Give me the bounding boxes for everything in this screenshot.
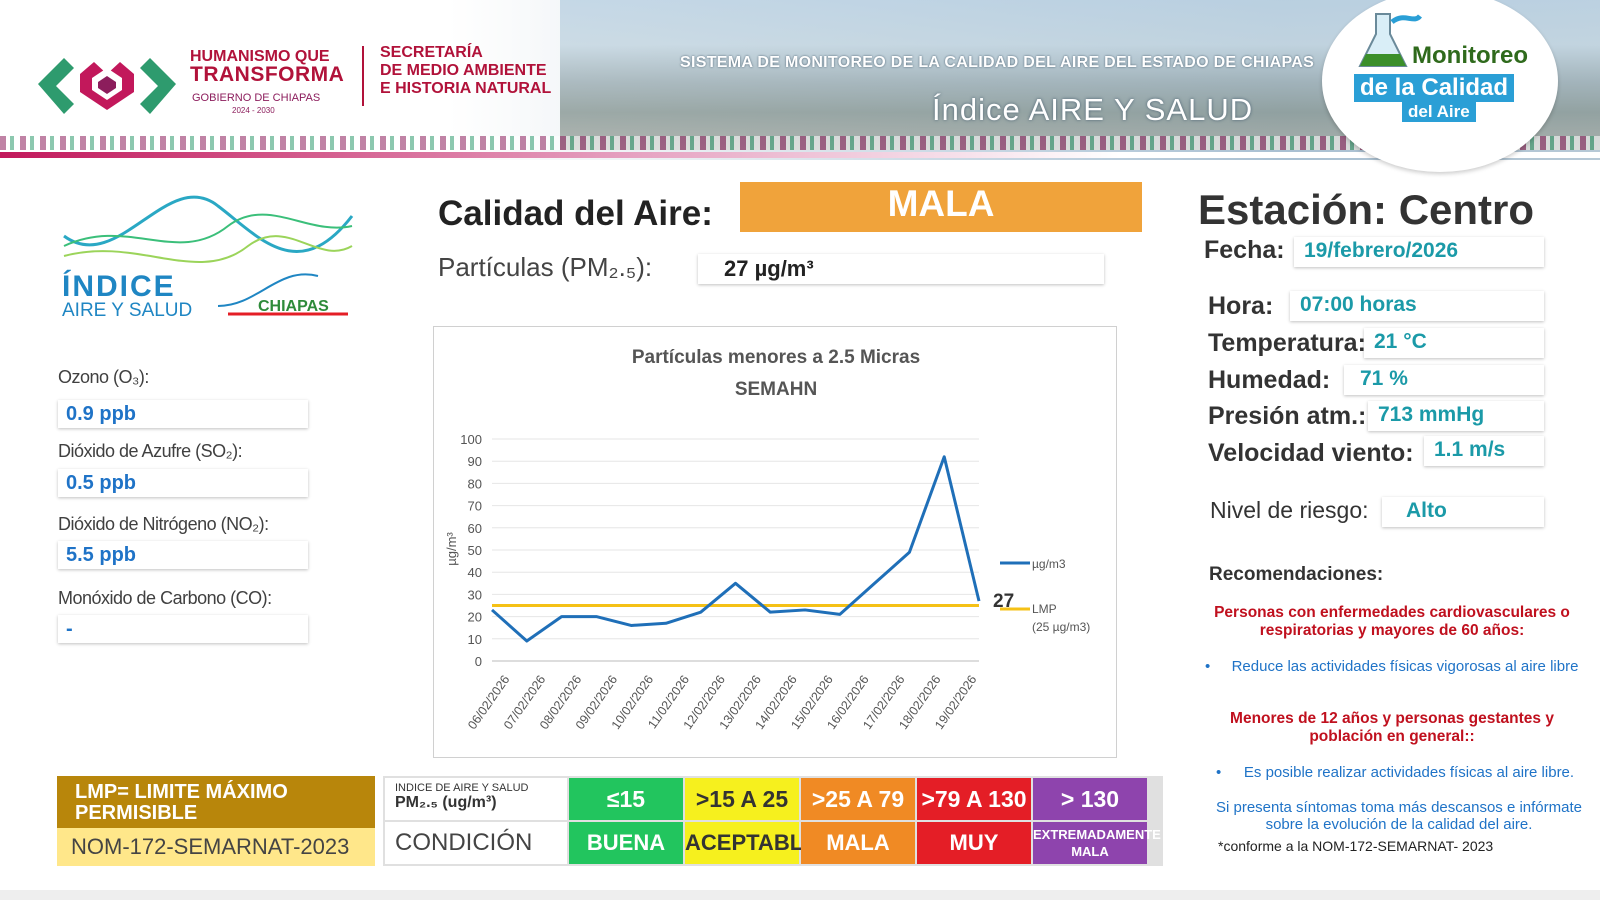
monitoring-badge: Monitoreo de la Calidad del Aire — [1322, 0, 1558, 172]
y-tick-label: 60 — [468, 521, 482, 536]
pm25-line-chart: Partículas menores a 2.5 Micras SEMAHN µ… — [444, 347, 1090, 732]
gov-years: 2024 - 2030 — [232, 106, 275, 115]
chart-title: Partículas menores a 2.5 Micras — [632, 347, 920, 368]
ozone-label: Ozono (O₃): — [58, 367, 149, 387]
footer-strip — [0, 890, 1600, 900]
wind-value: 1.1 m/s — [1424, 436, 1544, 466]
scale-header: INDICE DE AIRE Y SALUD PM₂.₅ (ug/m³) — [385, 778, 567, 820]
chart-ylabel: µg/m³ — [444, 532, 459, 566]
date-value: 19/febrero/2026 — [1294, 237, 1544, 267]
recommendation-1: Reduce las actividades físicas vigorosas… — [1231, 658, 1579, 675]
decorative-line — [0, 152, 1600, 158]
risk-value: Alto — [1382, 497, 1544, 527]
scale-header-1: INDICE DE AIRE Y SALUD — [395, 782, 529, 794]
recommendation-group-2: Menores de 12 años y personas gestantes … — [1230, 710, 1554, 745]
time-value: 07:00 horas — [1290, 291, 1544, 321]
pressure-label: Presión atm.: — [1208, 402, 1367, 430]
pressure-value: 713 mmHg — [1368, 401, 1544, 431]
y-tick-label: 50 — [468, 543, 482, 558]
secretaria-line2: DE MEDIO AMBIENTE — [380, 62, 547, 79]
humidity-label: Humedad: — [1208, 366, 1331, 394]
scale-condition-2: ACEPTABLE — [685, 822, 818, 864]
aqi-scale-table: INDICE DE AIRE Y SALUD PM₂.₅ (ug/m³) CON… — [383, 776, 1163, 897]
badge-line1: Monitoreo — [1412, 42, 1528, 69]
gov-slogan-line2: TRANSFORMA — [190, 63, 345, 86]
pm25-chart-frame: Partículas menores a 2.5 Micras SEMAHN µ… — [433, 326, 1117, 758]
y-tick-label: 40 — [468, 565, 482, 580]
scale-condition-1: BUENA — [569, 822, 683, 864]
y-tick-label: 30 — [468, 587, 482, 602]
so2-value: 0.5 ppb — [58, 469, 308, 497]
y-tick-label: 80 — [468, 476, 482, 491]
air-quality-label: Calidad del Aire: — [438, 194, 713, 233]
y-tick-label: 0 — [475, 654, 482, 669]
no2-label: Dióxido de Nitrógeno (NO₂): — [58, 514, 269, 534]
norm-note: *conforme a la NOM-172-SEMARNAT- 2023 — [1218, 838, 1494, 854]
index-title: Índice AIRE Y SALUD — [932, 92, 1254, 127]
wind-label: Velocidad viento: — [1208, 439, 1414, 467]
government-logo-icon — [38, 58, 176, 114]
index-logo-subtitle: AIRE Y SALUD — [62, 300, 193, 321]
secretaria-line1: SECRETARÍA — [380, 44, 483, 61]
recommendation-2b: Si presenta síntomas toma más descansos … — [1215, 799, 1582, 833]
gov-slogan-line1: HUMANISMO QUE — [190, 48, 330, 65]
index-logo-region: CHIAPAS — [258, 298, 329, 315]
pm25-value: 27 µg/m³ — [698, 254, 1104, 284]
secretaria-line3: E HISTORIA NATURAL — [380, 80, 552, 97]
co-label: Monóxido de Carbono (CO): — [58, 588, 272, 608]
flask-icon — [1358, 13, 1422, 67]
scale-condition-5: EXTREMADAMENTE MALA — [1033, 822, 1161, 864]
chart-subtitle: SEMAHN — [735, 379, 817, 400]
scale-header-2: PM₂.₅ (ug/m³) — [395, 794, 497, 811]
risk-label: Nivel de riesgo: — [1210, 497, 1369, 523]
so2-label: Dióxido de Azufre (SO₂): — [58, 441, 243, 461]
humidity-value: 71 % — [1344, 365, 1544, 395]
legend-label-lmp-extra: (25 µg/m3) — [1032, 620, 1090, 634]
bullet-icon: • — [1205, 658, 1211, 675]
last-value-label: 27 — [993, 591, 1014, 612]
gov-name: GOBIERNO DE CHIAPAS — [192, 92, 321, 104]
header-divider — [362, 46, 364, 106]
scale-range-3: >25 A 79 — [801, 778, 915, 820]
scale-range-5: > 130 — [1033, 778, 1147, 820]
decorative-band — [0, 136, 1600, 150]
station-title: Estación: Centro — [1198, 186, 1535, 233]
scale-condition-3: MALA — [801, 822, 915, 864]
scale-condition-4: MUY MALA — [917, 822, 1031, 897]
ozone-value: 0.9 ppb — [58, 400, 308, 428]
air-quality-value: MALA — [740, 182, 1142, 232]
temperature-value: 21 °C — [1364, 328, 1544, 358]
time-label: Hora: — [1208, 292, 1274, 320]
y-tick-label: 20 — [468, 610, 482, 625]
y-tick-label: 100 — [460, 432, 482, 447]
scale-range-2: >15 A 25 — [685, 778, 799, 820]
recommendations-panel — [1186, 552, 1600, 890]
recommendation-group-1: Personas con enfermedades cardiovascular… — [1214, 604, 1570, 639]
pm25-label: Partículas (PM₂.₅): — [438, 252, 653, 282]
badge-line3: del Aire — [1402, 102, 1476, 122]
legend-label-lmp: LMP — [1032, 602, 1057, 616]
system-title: SISTEMA DE MONITOREO DE LA CALIDAD DEL A… — [680, 54, 1315, 71]
legend-label-pm25: µg/m3 — [1032, 557, 1066, 571]
scale-range-1: ≤15 — [569, 778, 683, 820]
recommendations-title: Recomendaciones: — [1209, 564, 1384, 585]
co-value: - — [58, 615, 308, 643]
bullet-icon: • — [1216, 764, 1222, 781]
index-logo-title: ÍNDICE — [62, 270, 176, 303]
y-tick-label: 90 — [468, 454, 482, 469]
date-label: Fecha: — [1204, 236, 1285, 264]
series-line-pm25 — [491, 455, 981, 643]
recommendation-2: Es posible realizar actividades físicas … — [1243, 764, 1575, 781]
y-tick-label: 70 — [468, 499, 482, 514]
scale-range-4: >79 A 130 — [917, 778, 1031, 820]
badge-line2: de la Calidad — [1354, 74, 1515, 102]
no2-value: 5.5 ppb — [58, 541, 308, 569]
temperature-label: Temperatura: — [1208, 329, 1366, 357]
lmp-title: LMP= LIMITE MÁXIMO PERMISIBLE — [57, 776, 375, 828]
secretaria-name: SECRETARÍA DE MEDIO AMBIENTE E HISTORIA … — [380, 44, 551, 98]
condition-label: CONDICIÓN — [385, 822, 567, 864]
index-waves-logo-icon — [63, 195, 354, 316]
lmp-norm: NOM-172-SEMARNAT-2023 — [57, 828, 375, 866]
y-tick-label: 10 — [468, 632, 482, 647]
